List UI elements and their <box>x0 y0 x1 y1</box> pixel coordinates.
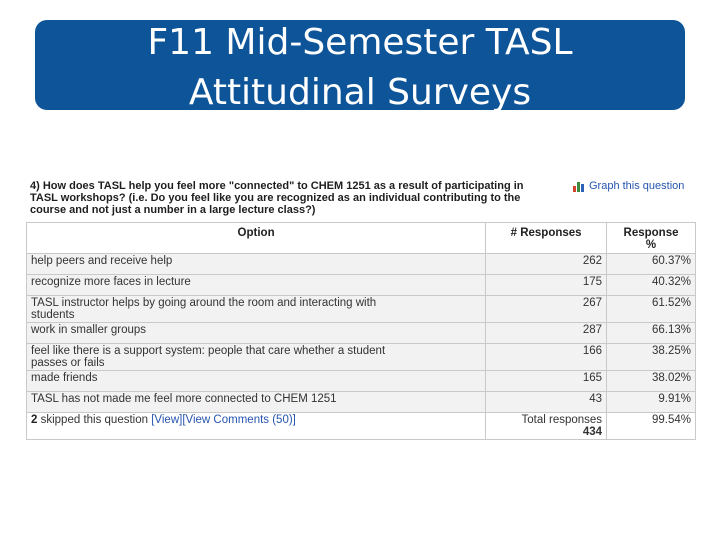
table-row: TASL has not made me feel more connected… <box>25 391 696 413</box>
summary-row: 2 skipped this question [View][View Comm… <box>25 412 696 440</box>
percent-cell: 9.91% <box>606 391 696 413</box>
option-cell: feel like there is a support system: peo… <box>25 343 487 371</box>
responses-cell: 262 <box>485 253 608 275</box>
graph-question-label[interactable]: Graph this question <box>589 180 685 192</box>
bar-chart-icon <box>573 181 584 192</box>
question-text: 4) How does TASL help you feel more "con… <box>30 180 570 216</box>
option-text: work in smaller groups <box>31 324 147 336</box>
question-line-1: 4) How does TASL help you feel more "con… <box>30 180 524 192</box>
responses-cell: 267 <box>485 295 608 323</box>
option-cell: TASL instructor helps by going around th… <box>25 295 487 323</box>
responses-cell: 175 <box>485 274 608 296</box>
column-header-responses: # Responses <box>485 222 608 254</box>
skipped-count: 2 <box>31 414 38 426</box>
percent-cell: 38.02% <box>606 370 696 392</box>
option-text: made friends <box>31 372 98 384</box>
percent-cell: 40.32% <box>606 274 696 296</box>
option-text: TASL has not made me feel more connected… <box>31 393 337 405</box>
table-row: work in smaller groups 287 66.13% <box>25 322 696 344</box>
slide-title-banner: F11 Mid-Semester TASL Attitudinal Survey… <box>35 20 685 110</box>
option-text: help peers and receive help <box>31 255 173 267</box>
skipped-cell: 2 skipped this question [View][View Comm… <box>25 412 487 440</box>
column-header-percent-line-2: % <box>645 239 657 251</box>
responses-cell: 165 <box>485 370 608 392</box>
option-cell: work in smaller groups <box>25 322 487 344</box>
table-row: TASL instructor helps by going around th… <box>25 295 696 323</box>
graph-question-link[interactable]: Graph this question <box>573 180 684 192</box>
question-line-3: course and not just a number in a large … <box>30 204 316 216</box>
responses-cell: 287 <box>485 322 608 344</box>
view-comments-link[interactable]: [View Comments (50)] <box>182 414 296 426</box>
total-percent-cell: 99.54% <box>606 412 696 440</box>
column-header-percent-line-1: Response <box>623 227 679 239</box>
column-header-option: Option <box>25 222 487 254</box>
percent-cell: 66.13% <box>606 322 696 344</box>
option-text-continued: passes or fails <box>31 357 105 369</box>
percent-cell: 60.37% <box>606 253 696 275</box>
slide-title-line-1: F11 Mid-Semester TASL <box>147 22 573 63</box>
total-responses-cell: Total responses 434 <box>485 412 608 440</box>
table-row: made friends 165 38.02% <box>25 370 696 392</box>
responses-cell: 43 <box>485 391 608 413</box>
skipped-label: skipped this question <box>40 414 149 426</box>
table-row: recognize more faces in lecture 175 40.3… <box>25 274 696 296</box>
responses-cell: 166 <box>485 343 608 371</box>
option-text: TASL instructor helps by going around th… <box>31 297 377 309</box>
table-row: help peers and receive help 262 60.37% <box>25 253 696 275</box>
table-header-row: Option # Responses Response % <box>25 222 696 254</box>
question-line-2: TASL workshops? (i.e. Do you feel like y… <box>30 192 521 204</box>
option-text-continued: students <box>31 309 75 321</box>
responses-table: Option # Responses Response % help peers… <box>25 222 696 440</box>
view-link[interactable]: [View] <box>151 414 183 426</box>
total-responses-label: Total responses <box>521 414 603 426</box>
column-header-percent: Response % <box>606 222 696 254</box>
option-cell: help peers and receive help <box>25 253 487 275</box>
option-cell: recognize more faces in lecture <box>25 274 487 296</box>
total-responses-count: 434 <box>582 426 603 438</box>
percent-cell: 61.52% <box>606 295 696 323</box>
option-text: feel like there is a support system: peo… <box>31 345 386 357</box>
option-cell: made friends <box>25 370 487 392</box>
table-row: feel like there is a support system: peo… <box>25 343 696 371</box>
option-cell: TASL has not made me feel more connected… <box>25 391 487 413</box>
option-text: recognize more faces in lecture <box>31 276 191 288</box>
slide-title-line-2: Attitudinal Surveys <box>188 72 532 110</box>
percent-cell: 38.25% <box>606 343 696 371</box>
